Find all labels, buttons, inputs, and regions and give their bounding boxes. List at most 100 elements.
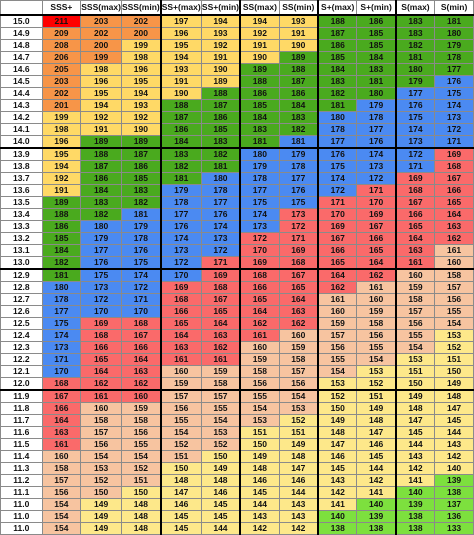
table-cell: 173 — [395, 135, 436, 149]
table-cell: 156 — [317, 341, 358, 354]
table-cell: 181 — [200, 160, 242, 173]
table-cell: 172 — [200, 244, 242, 257]
table-cell: 157 — [200, 389, 242, 403]
table-cell: 168 — [41, 377, 82, 391]
table-cell: 146 — [317, 450, 358, 463]
row-label: 11.4 — [0, 450, 43, 463]
table-cell: 188 — [160, 99, 202, 112]
table-cell: 191 — [278, 27, 319, 40]
row-label: 14.0 — [0, 135, 43, 149]
table-cell: 150 — [395, 377, 436, 391]
table-cell: 199 — [120, 39, 162, 52]
table-cell: 165 — [356, 244, 397, 257]
table-cell: 151 — [239, 426, 280, 439]
table-cell: 144 — [239, 498, 280, 511]
table-cell: 167 — [395, 196, 436, 209]
table-cell: 186 — [278, 87, 319, 100]
table-cell: 173 — [80, 281, 122, 294]
table-cell: 138 — [434, 486, 474, 499]
row-label: 14.8 — [0, 39, 43, 52]
table-cell: 161 — [200, 353, 242, 366]
table-cell: 182 — [395, 39, 436, 52]
table-cell: 180 — [356, 87, 397, 100]
header-cell-corner — [0, 0, 43, 16]
table-cell: 174 — [434, 99, 474, 112]
table-cell: 151 — [434, 353, 474, 366]
table-row: 11.0 154 149 148 145 144 142 142 138 138 138 133 — [0, 522, 474, 535]
table-cell: 140 — [434, 462, 474, 475]
table-cell: 168 — [120, 317, 162, 330]
table-cell: 191 — [160, 75, 202, 88]
table-cell: 145 — [239, 486, 280, 499]
table-cell: 145 — [160, 522, 202, 535]
table-cell: 167 — [434, 172, 474, 185]
table-cell: 174 — [317, 172, 358, 185]
table-cell: 176 — [80, 256, 122, 270]
table-row: 14.1 198 191 190 186 185 183 182 178 177 174 172 — [0, 123, 474, 136]
table-cell: 148 — [160, 474, 202, 487]
table-cell: 198 — [41, 123, 82, 136]
table-row: 13.3 186 180 179 176 174 173 172 169 167 165 163 — [0, 220, 474, 233]
table-cell: 179 — [80, 232, 122, 245]
row-label: 14.4 — [0, 87, 43, 100]
table-cell: 170 — [41, 365, 82, 378]
table-cell: 188 — [239, 75, 280, 88]
table-cell: 165 — [239, 293, 280, 306]
table-cell: 152 — [434, 341, 474, 354]
table-cell: 156 — [356, 329, 397, 342]
table-cell: 154 — [395, 341, 436, 354]
row-label: 11.6 — [0, 426, 43, 439]
row-label: 11.0 — [0, 522, 43, 535]
table-cell: 163 — [278, 305, 319, 318]
table-cell: 155 — [239, 389, 280, 403]
table-cell: 183 — [356, 63, 397, 76]
table-cell: 163 — [160, 341, 202, 354]
row-label: 14.9 — [0, 27, 43, 40]
table-cell: 191 — [200, 51, 242, 64]
row-label: 14.1 — [0, 123, 43, 136]
table-cell: 153 — [278, 402, 319, 415]
table-cell: 154 — [434, 317, 474, 330]
header-cell-s-plus-min: S+(min) — [356, 0, 397, 16]
table-cell: 174 — [120, 268, 162, 282]
table-cell: 144 — [278, 486, 319, 499]
table-cell: 181 — [278, 135, 319, 149]
table-cell: 183 — [120, 184, 162, 197]
table-cell: 191 — [80, 123, 122, 136]
table-cell: 150 — [317, 402, 358, 415]
table-cell: 194 — [239, 14, 280, 28]
table-cell: 187 — [278, 75, 319, 88]
table-cell: 173 — [200, 232, 242, 245]
table-cell: 143 — [239, 510, 280, 523]
table-cell: 165 — [160, 317, 202, 330]
table-row: 14.2 199 192 192 187 186 184 183 180 178 175 173 — [0, 111, 474, 124]
table-cell: 181 — [434, 14, 474, 28]
table-cell: 148 — [120, 522, 162, 535]
table-cell: 150 — [434, 365, 474, 378]
table-cell: 169 — [200, 268, 242, 282]
table-cell: 153 — [356, 365, 397, 378]
table-cell: 142 — [239, 522, 280, 535]
table-cell: 170 — [317, 208, 358, 221]
table-cell: 162 — [200, 341, 242, 354]
table-cell: 145 — [200, 510, 242, 523]
table-cell: 185 — [317, 51, 358, 64]
table-cell: 180 — [80, 220, 122, 233]
table-cell: 168 — [239, 268, 280, 282]
table-cell: 152 — [120, 462, 162, 475]
table-cell: 186 — [317, 39, 358, 52]
table-row: 11.4 160 154 154 151 150 149 148 146 145 143 142 — [0, 450, 474, 463]
table-row: 14.8 208 200 199 195 192 191 190 186 185 182 179 — [0, 39, 474, 52]
table-cell: 201 — [41, 99, 82, 112]
table-cell: 154 — [41, 498, 82, 511]
table-cell: 175 — [120, 256, 162, 270]
table-cell: 175 — [395, 111, 436, 124]
table-cell: 199 — [80, 51, 122, 64]
table-cell: 172 — [278, 220, 319, 233]
table-cell: 177 — [278, 172, 319, 185]
table-cell: 177 — [160, 208, 202, 221]
table-cell: 144 — [434, 426, 474, 439]
table-cell: 178 — [317, 123, 358, 136]
table-row: 14.5 203 196 195 191 189 188 187 183 181 179 176 — [0, 75, 474, 88]
table-cell: 174 — [356, 147, 397, 161]
